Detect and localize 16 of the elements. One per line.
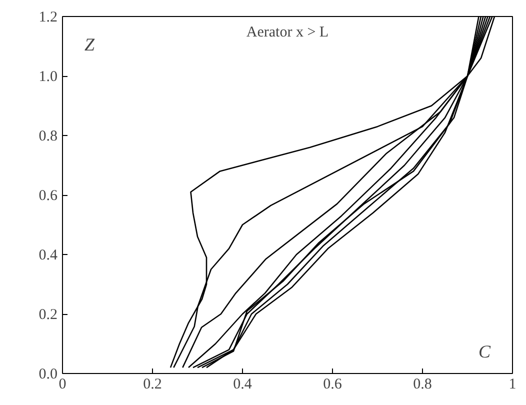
y-tick-label: 1.2 xyxy=(38,10,58,26)
annotation: C xyxy=(478,342,492,362)
y-tick-label: 0.2 xyxy=(38,307,58,323)
x-tick-label: 0.6 xyxy=(323,376,342,392)
x-tick-label: 0 xyxy=(58,376,66,392)
y-tick-label: 1.0 xyxy=(38,69,58,85)
y-tick-label: 0.8 xyxy=(38,128,58,144)
text: Aerator x > L xyxy=(246,24,329,40)
x-tick-label: 0.2 xyxy=(143,376,162,392)
x-tick-label: 0.8 xyxy=(413,376,432,392)
x-tick-label: 0.4 xyxy=(233,376,252,392)
y-tick-label: 0.6 xyxy=(38,188,58,204)
annotation: Z xyxy=(84,34,96,54)
y-tick-label: 0.4 xyxy=(38,248,58,264)
y-tick-label: 0.0 xyxy=(38,366,58,382)
x-tick-label: 1 xyxy=(508,376,516,392)
